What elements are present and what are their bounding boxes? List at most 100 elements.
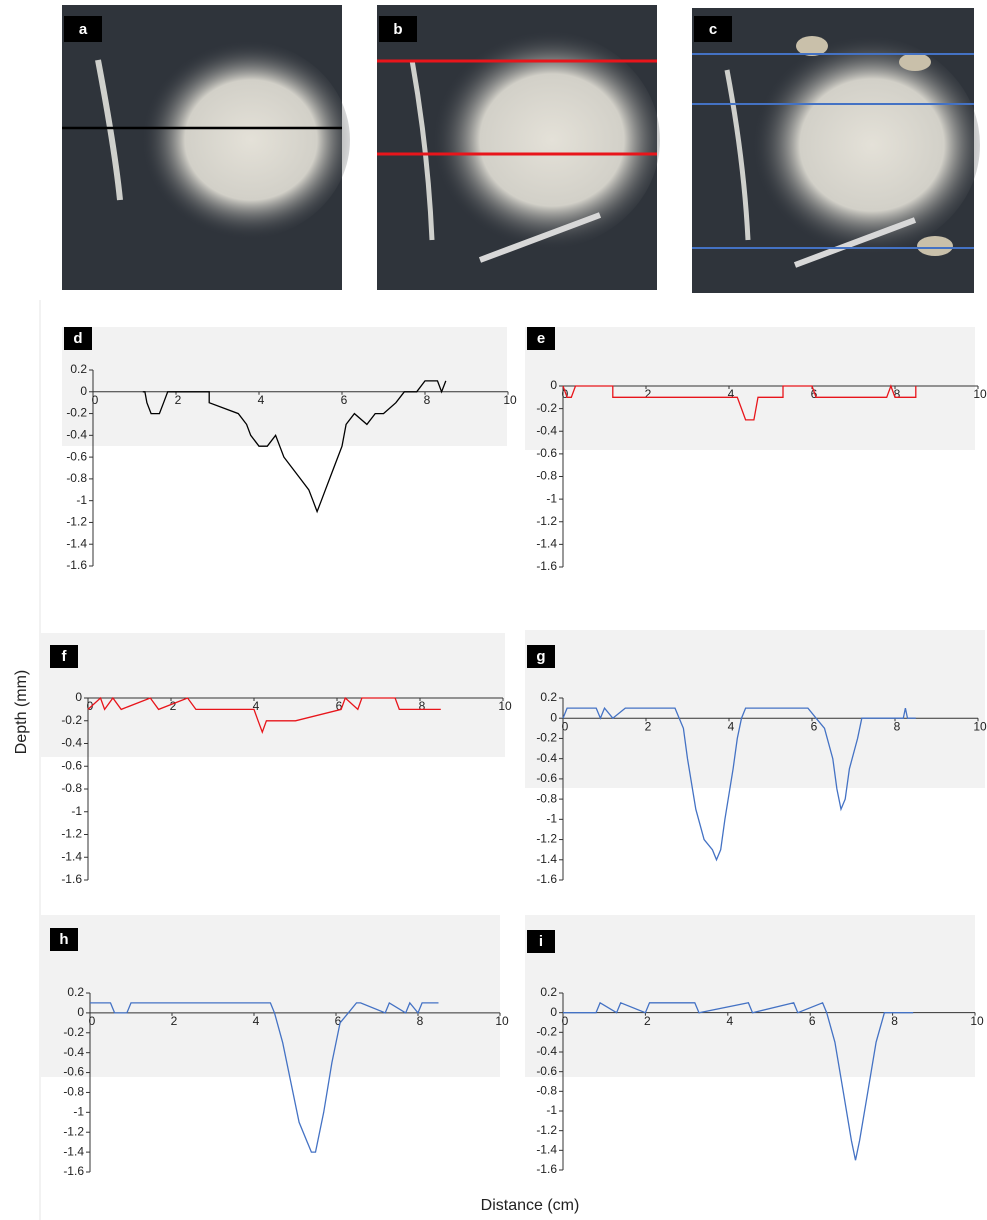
y-tick-label: -0.8: [61, 781, 82, 795]
y-tick-label: -0.4: [63, 1045, 84, 1059]
chart-panel: g 0.2 0 -0.2 -0.4 -0.6 -0.8 -1 -1.2 -1.4 -1.6 0 2 4 6 8…: [525, 630, 987, 886]
x-tick-label: 2: [644, 1014, 651, 1028]
y-tick-label: -1.2: [536, 514, 557, 528]
y-tick-label: 0: [80, 384, 87, 398]
y-tick-label: -1.4: [536, 1143, 557, 1157]
panel-band: [525, 327, 975, 450]
x-tick-label: 4: [726, 1014, 733, 1028]
y-tick-label: -0.4: [536, 1044, 557, 1058]
x-tick-label: 10: [973, 387, 987, 401]
x-tick-label: 6: [335, 1014, 342, 1028]
photo-c: c: [692, 8, 980, 293]
chart-panel: e 0 -0.2 -0.4 -0.6 -0.8 -1 -1.2 -1.4 -1.6 0 2 4 6 8 10: [525, 327, 987, 573]
y-tick-label: -0.2: [536, 731, 557, 745]
photo-label: c: [709, 21, 717, 38]
y-tick-label: -0.8: [536, 469, 557, 483]
photo-b: b: [377, 5, 660, 290]
y-tick-label: -1: [73, 1105, 84, 1119]
y-tick-label: -0.6: [63, 1065, 84, 1079]
y-tick-label: -0.8: [536, 791, 557, 805]
y-tick-label: -0.2: [61, 713, 82, 727]
y-tick-label: 0: [550, 1005, 557, 1019]
profile-line: [87, 696, 441, 734]
x-tick-label: 4: [728, 719, 735, 733]
x-tick-label: 4: [258, 393, 265, 407]
x-axis-title: Distance (cm): [481, 1197, 580, 1214]
photo-a: a: [62, 5, 350, 290]
chart-panel: h 0.2 0 -0.2 -0.4 -0.6 -0.8 -1 -1.2 -1.4 -1.6 0 2 4 6 8…: [40, 915, 509, 1178]
y-tick-label: -0.2: [536, 1025, 557, 1039]
y-tick-label: -1.6: [61, 872, 82, 886]
chart-panel: d 0.2 0 -0.2 -0.4 -0.6 -0.8 -1 -1.2 -1.4 -1.6 0 2 4 6 8…: [62, 327, 517, 572]
panel-label: e: [537, 330, 545, 347]
x-tick-label: 10: [970, 1014, 984, 1028]
panel-label-box: [64, 327, 92, 350]
panel-label: h: [59, 931, 68, 948]
x-tick-label: 2: [645, 719, 652, 733]
y-tick-label: 0.2: [67, 985, 84, 999]
profile-line: [562, 384, 917, 421]
chart-panel: i 0.2 0 -0.2 -0.4 -0.6 -0.8 -1 -1.2 -1.4 -1.6 0 2 4 6 8…: [525, 915, 984, 1176]
panel-label-box: [527, 930, 555, 953]
x-tick-label: 2: [175, 393, 182, 407]
y-tick-label: -1: [546, 491, 557, 505]
y-tick-label: -1.2: [536, 1123, 557, 1137]
y-tick-label: -0.6: [61, 758, 82, 772]
y-tick-label: -1: [546, 812, 557, 826]
y-tick-label: -1.6: [536, 559, 557, 573]
x-tick-label: 8: [894, 719, 901, 733]
x-tick-label: 6: [811, 387, 818, 401]
x-tick-label: 10: [503, 393, 517, 407]
panel-band: [525, 915, 975, 1077]
y-tick-label: -0.8: [536, 1084, 557, 1098]
x-tick-label: 6: [341, 393, 348, 407]
x-tick-label: 2: [645, 387, 652, 401]
panel-label-box: [50, 928, 78, 951]
y-tick-label: 0: [550, 378, 557, 392]
y-tick-label: -1.4: [61, 849, 82, 863]
y-tick-label: -1.4: [63, 1144, 84, 1158]
y-tick-label: -1.6: [66, 558, 87, 572]
x-tick-label: 10: [495, 1014, 509, 1028]
y-tick-label: -1.2: [61, 827, 82, 841]
x-tick-label: 10: [498, 699, 512, 713]
y-tick-label: 0.2: [540, 985, 557, 999]
panel-band: [40, 915, 500, 1077]
x-tick-label: 0: [562, 387, 569, 401]
y-tick-label: -0.6: [66, 449, 87, 463]
x-tick-label: 10: [973, 719, 987, 733]
y-tick-label: 0: [550, 710, 557, 724]
y-tick-label: -0.4: [536, 751, 557, 765]
x-tick-label: 0: [89, 1014, 96, 1028]
x-tick-label: 8: [419, 699, 426, 713]
profile-line: [142, 380, 447, 514]
x-tick-label: 6: [811, 719, 818, 733]
y-tick-label: -1.6: [536, 872, 557, 886]
panel-label-box: [527, 645, 555, 668]
y-tick-label: -1.6: [536, 1162, 557, 1176]
x-tick-label: 0: [92, 393, 99, 407]
y-tick-label: -0.8: [63, 1085, 84, 1099]
profile-line: [563, 1001, 914, 1161]
panel-band: [62, 327, 507, 446]
y-tick-label: -0.2: [66, 406, 87, 420]
panel-label: f: [62, 648, 68, 665]
y-tick-label: 0: [75, 690, 82, 704]
y-tick-label: -1.2: [66, 515, 87, 529]
y-tick-label: -0.6: [536, 446, 557, 460]
y-tick-label: 0.2: [540, 690, 557, 704]
panel-label: i: [539, 933, 543, 950]
y-tick-label: -0.6: [536, 1064, 557, 1078]
x-tick-label: 4: [253, 699, 260, 713]
y-axis-title: Depth (mm): [13, 670, 30, 754]
x-tick-label: 0: [562, 1014, 569, 1028]
x-tick-label: 8: [424, 393, 431, 407]
y-tick-label: -0.2: [536, 401, 557, 415]
y-tick-label: 0.2: [70, 362, 87, 376]
x-tick-label: 8: [891, 1014, 898, 1028]
y-tick-label: -1.4: [536, 852, 557, 866]
y-tick-label: -1.2: [63, 1124, 84, 1138]
x-tick-label: 6: [809, 1014, 816, 1028]
y-tick-label: -1.4: [536, 537, 557, 551]
